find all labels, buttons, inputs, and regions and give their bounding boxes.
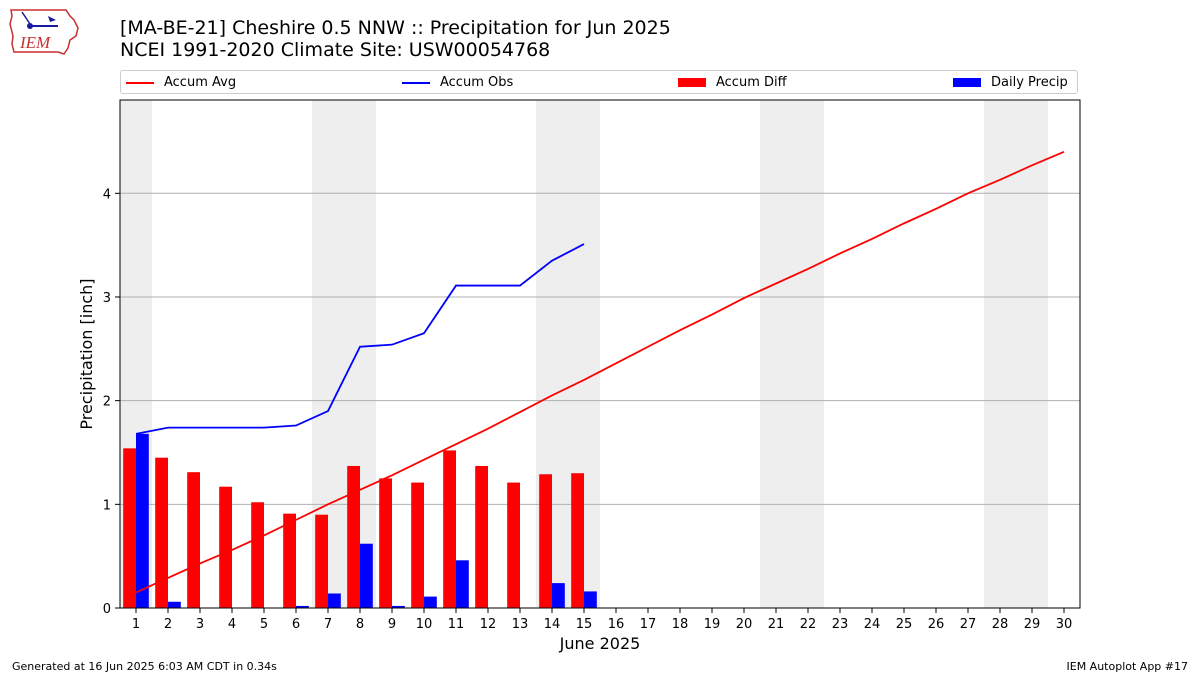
accum-diff-bar bbox=[251, 502, 264, 608]
x-tick-label: 4 bbox=[228, 617, 236, 632]
weekend-band bbox=[984, 100, 1048, 608]
iem-logo: IEM bbox=[9, 9, 79, 55]
x-tick-label: 11 bbox=[448, 617, 465, 632]
x-tick-label: 7 bbox=[324, 617, 332, 632]
accum-diff-bar bbox=[315, 514, 328, 608]
x-tick-label: 5 bbox=[260, 617, 268, 632]
accum-diff-bar bbox=[123, 448, 136, 608]
x-tick-label: 26 bbox=[928, 617, 945, 632]
x-tick-label: 20 bbox=[736, 617, 753, 632]
y-tick-label: 4 bbox=[103, 187, 111, 202]
x-tick-label: 19 bbox=[704, 617, 721, 632]
legend-swatch-accum-avg bbox=[126, 81, 154, 84]
y-tick-label: 3 bbox=[103, 291, 111, 306]
chart-subtitle: NCEI 1991-2020 Climate Site: USW00054768 bbox=[120, 39, 551, 61]
y-tick-label: 1 bbox=[103, 498, 111, 513]
x-tick-label: 23 bbox=[832, 617, 849, 632]
legend-item-accum-obs: Accum Obs bbox=[402, 74, 513, 92]
x-tick-label: 1 bbox=[132, 617, 140, 632]
accum-diff-bar bbox=[187, 472, 200, 608]
x-tick-label: 18 bbox=[672, 617, 689, 632]
legend-label-accum-diff: Accum Diff bbox=[716, 75, 787, 90]
chart-legend: Accum Avg Accum Obs Accum Diff Daily Pre… bbox=[120, 70, 1078, 94]
daily-precip-bar bbox=[456, 560, 469, 608]
daily-precip-bar bbox=[136, 433, 149, 608]
generated-timestamp: Generated at 16 Jun 2025 6:03 AM CDT in … bbox=[12, 660, 277, 673]
logo-text: IEM bbox=[19, 33, 51, 52]
daily-precip-bar bbox=[360, 543, 373, 608]
legend-swatch-daily-precip bbox=[953, 78, 981, 87]
x-tick-label: 15 bbox=[576, 617, 593, 632]
x-tick-label: 9 bbox=[388, 617, 396, 632]
legend-swatch-accum-obs bbox=[402, 81, 430, 84]
x-tick-label: 17 bbox=[640, 617, 657, 632]
daily-precip-bar bbox=[168, 601, 181, 608]
y-axis-label: Precipitation [inch] bbox=[77, 278, 96, 429]
y-tick-label: 0 bbox=[103, 602, 111, 617]
x-tick-label: 22 bbox=[800, 617, 817, 632]
bar-series bbox=[123, 433, 597, 608]
accum-diff-bar bbox=[347, 465, 360, 608]
chart-title: [MA-BE-21] Cheshire 0.5 NNW :: Precipita… bbox=[120, 17, 671, 39]
x-tick-label: 27 bbox=[960, 617, 977, 632]
x-tick-label: 16 bbox=[608, 617, 625, 632]
x-tick-label: 25 bbox=[896, 617, 913, 632]
daily-precip-bar bbox=[424, 596, 437, 608]
accum-diff-bar bbox=[507, 482, 520, 608]
plot-frame bbox=[119, 99, 1081, 609]
daily-precip-bar bbox=[584, 591, 597, 608]
accum-diff-bar bbox=[411, 482, 424, 608]
gridlines bbox=[120, 192, 1080, 505]
x-tick-label: 29 bbox=[1024, 617, 1041, 632]
x-tick-label: 14 bbox=[544, 617, 561, 632]
legend-label-accum-avg: Accum Avg bbox=[164, 75, 237, 90]
line-series bbox=[135, 151, 1065, 594]
daily-precip-bar bbox=[328, 593, 341, 608]
y-tick-label: 2 bbox=[103, 395, 111, 410]
daily-precip-bar bbox=[296, 605, 309, 608]
accum-diff-bar bbox=[283, 513, 296, 608]
accum-diff-bar bbox=[475, 465, 488, 608]
weekend-band bbox=[760, 100, 824, 608]
daily-precip-bar bbox=[392, 605, 405, 608]
daily-precip-bar bbox=[552, 583, 565, 608]
accum-diff-bar bbox=[539, 474, 552, 608]
accum-avg-line bbox=[135, 151, 1065, 594]
legend-label-daily-precip: Daily Precip bbox=[991, 75, 1068, 90]
x-tick-label: 10 bbox=[416, 617, 433, 632]
legend-swatch-accum-diff bbox=[678, 78, 706, 87]
x-tick-label: 12 bbox=[480, 617, 497, 632]
legend-item-accum-diff: Accum Diff bbox=[678, 74, 787, 92]
legend-label-accum-obs: Accum Obs bbox=[440, 75, 514, 90]
accum-obs-line bbox=[135, 243, 585, 435]
accum-diff-bar bbox=[443, 450, 456, 608]
x-tick-label: 3 bbox=[196, 617, 204, 632]
accum-diff-bar bbox=[219, 486, 232, 608]
accum-diff-bar bbox=[155, 457, 168, 608]
accum-diff-bar bbox=[379, 478, 392, 608]
legend-item-daily-precip: Daily Precip bbox=[953, 74, 1068, 92]
accum-diff-bar bbox=[571, 473, 584, 608]
x-tick-label: 13 bbox=[512, 617, 529, 632]
x-tick-label: 2 bbox=[164, 617, 172, 632]
app-credit: IEM Autoplot App #17 bbox=[1066, 660, 1189, 673]
x-tick-label: 6 bbox=[292, 617, 300, 632]
x-axis-label: June 2025 bbox=[559, 634, 641, 653]
x-tick-label: 21 bbox=[768, 617, 785, 632]
x-tick-label: 8 bbox=[356, 617, 364, 632]
axes: 1 2 3 4 5 6 7 8 9 10 11 12 13 14 15 16 17 18 19 20 21 22 23 24 2… bbox=[103, 187, 1073, 632]
weekend-shading bbox=[120, 100, 1048, 608]
x-tick-label: 28 bbox=[992, 617, 1009, 632]
x-tick-label: 30 bbox=[1056, 617, 1073, 632]
iowa-state-outline bbox=[9, 9, 79, 55]
legend-item-accum-avg: Accum Avg bbox=[126, 74, 236, 92]
x-tick-label: 24 bbox=[864, 617, 881, 632]
